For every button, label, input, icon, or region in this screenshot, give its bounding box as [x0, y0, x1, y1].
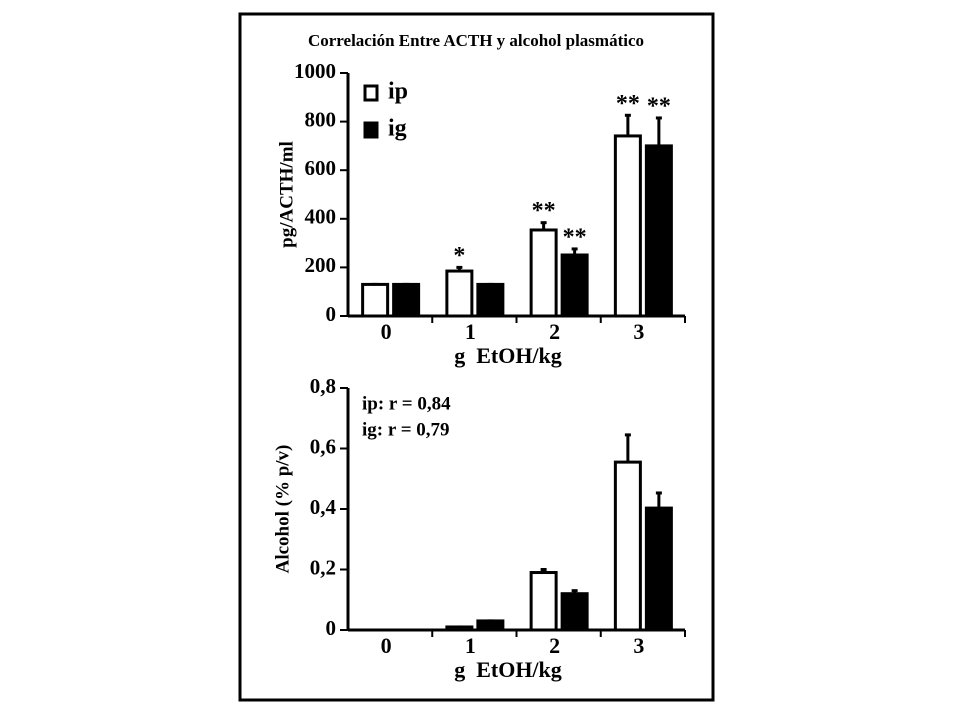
bar	[529, 571, 558, 632]
x-tick-label: 3	[633, 633, 644, 658]
y-tick-label: 0	[326, 616, 337, 640]
bar	[644, 506, 673, 632]
bar	[560, 592, 589, 632]
y-tick-label: 800	[305, 107, 337, 131]
x-tick-label: 2	[549, 633, 560, 658]
significance-mark: **	[532, 198, 556, 224]
bar	[529, 228, 558, 318]
bar	[476, 619, 505, 632]
bar	[560, 253, 589, 318]
legend-label: ig	[388, 116, 407, 142]
y-tick-label: 0,6	[310, 434, 336, 458]
significance-mark: **	[563, 224, 587, 250]
legend-swatch	[363, 121, 379, 139]
legend-label: ip	[388, 79, 408, 105]
y-tick-label: 0	[326, 302, 337, 326]
bar	[361, 282, 390, 318]
bar	[445, 625, 474, 632]
bar	[613, 134, 642, 318]
y-axis-label: Alcohol (% p/v)	[272, 445, 293, 574]
x-tick-label: 0	[381, 319, 392, 344]
chart-title: Correlación Entre ACTH y alcohol plasmát…	[308, 31, 644, 50]
bar	[392, 282, 421, 318]
y-tick-label: 0,4	[310, 495, 337, 519]
significance-mark: **	[616, 91, 640, 117]
bar	[613, 460, 642, 632]
frame	[238, 12, 715, 702]
y-tick-label: 400	[305, 205, 337, 229]
y-tick-label: 600	[305, 156, 337, 180]
y-axis-label: pg/ACTH/ml	[276, 141, 297, 248]
x-axis-label: g EtOH/kg	[454, 343, 562, 368]
x-axis-label: g EtOH/kg	[454, 657, 562, 682]
x-tick-label: 0	[381, 633, 392, 658]
annotation: ig: r = 0,79	[362, 419, 450, 440]
significance-mark: **	[647, 93, 671, 119]
y-tick-label: 0,8	[310, 374, 336, 398]
y-tick-label: 1000	[294, 59, 336, 83]
x-tick-label: 1	[465, 319, 476, 344]
y-tick-label: 0,2	[310, 555, 336, 579]
bar	[644, 144, 673, 318]
x-tick-label: 3	[633, 319, 644, 344]
annotation: ip: r = 0,84	[362, 393, 451, 414]
x-tick-label: 1	[465, 633, 476, 658]
bar	[476, 282, 505, 318]
legend-swatch	[363, 84, 379, 102]
bar	[445, 269, 474, 318]
significance-mark: *	[453, 243, 465, 269]
y-tick-label: 200	[305, 253, 337, 277]
x-tick-label: 2	[549, 319, 560, 344]
